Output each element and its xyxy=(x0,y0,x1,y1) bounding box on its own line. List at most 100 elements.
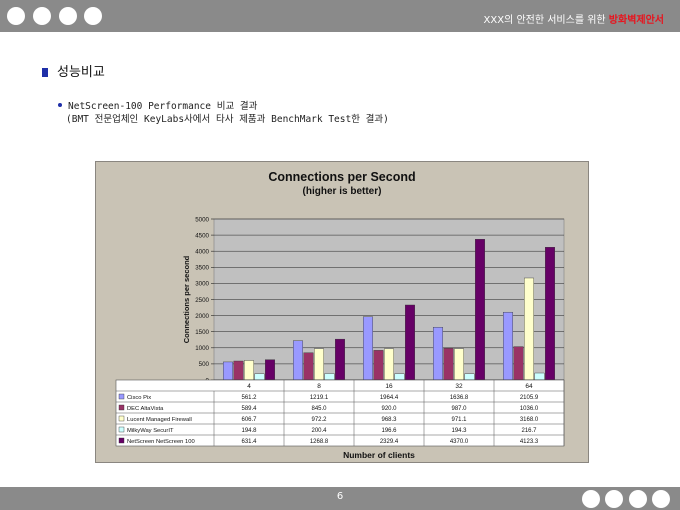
bar xyxy=(244,360,254,381)
data-label: 606.7 xyxy=(241,417,257,423)
legend-swatch xyxy=(118,437,125,444)
legend-label: MilkyWay SecurIT xyxy=(127,428,174,434)
data-label: 1036.0 xyxy=(520,406,539,412)
data-label: 589.4 xyxy=(241,406,257,412)
data-label: 1219.1 xyxy=(310,395,329,401)
data-label: 2329.4 xyxy=(380,439,399,445)
bar xyxy=(454,348,464,381)
y-tick-label: 3000 xyxy=(195,281,209,288)
square-bullet-icon xyxy=(42,68,48,77)
circle-decoration-icon xyxy=(84,7,102,25)
bar xyxy=(545,247,555,381)
x-tick-label: 8 xyxy=(317,383,321,390)
bullet-text: NetScreen-100 Performance 비교 결과 xyxy=(68,101,258,112)
data-label: 194.8 xyxy=(241,428,257,434)
data-label: 1268.8 xyxy=(310,439,329,445)
bar xyxy=(394,373,405,381)
x-tick-label: 64 xyxy=(525,383,533,390)
data-label: 987.0 xyxy=(451,406,467,412)
y-tick-label: 5000 xyxy=(195,216,209,223)
data-label: 971.1 xyxy=(451,417,467,423)
bar xyxy=(223,361,233,381)
bar xyxy=(335,338,345,381)
bar xyxy=(405,304,415,381)
circle-decoration-icon xyxy=(629,490,647,508)
data-label: 4123.3 xyxy=(520,439,539,445)
bullet-item: NetScreen-100 Performance 비교 결과 xyxy=(58,98,257,112)
legend-swatch xyxy=(118,393,125,400)
data-label: 2105.9 xyxy=(520,395,539,401)
section-heading: 성능비교 xyxy=(42,61,105,80)
chart-subtitle: (higher is better) xyxy=(302,186,382,197)
bar xyxy=(265,359,275,381)
bar xyxy=(363,316,373,381)
chart-container: Connections per Second (higher is better… xyxy=(95,161,589,463)
data-label: 200.4 xyxy=(311,428,327,434)
bar xyxy=(475,239,485,381)
bar xyxy=(464,373,475,381)
data-label: 216.7 xyxy=(521,428,537,434)
data-label: 196.6 xyxy=(381,428,397,434)
x-tick-label: 4 xyxy=(247,383,251,390)
circle-decoration-icon xyxy=(7,7,25,25)
y-tick-label: 1000 xyxy=(195,345,209,352)
data-label: 920.0 xyxy=(381,406,397,412)
bar xyxy=(513,346,524,381)
data-label: 3168.0 xyxy=(520,417,539,423)
chart-svg: 0500100015002000250030003500400045005000… xyxy=(115,216,565,460)
circle-decoration-icon xyxy=(33,7,51,25)
x-tick-label: 32 xyxy=(455,383,463,390)
round-bullet-icon xyxy=(58,103,62,107)
bar xyxy=(373,350,384,381)
bar xyxy=(314,348,324,381)
bar xyxy=(503,311,513,381)
data-label: 4370.0 xyxy=(450,439,469,445)
header-title: XXX의 안전한 서비스를 위한 방화벽제안서 xyxy=(484,11,664,26)
bar xyxy=(384,348,394,381)
footer-bar: 6 xyxy=(0,487,680,510)
circle-decoration-icon xyxy=(652,490,670,508)
data-label: 194.3 xyxy=(451,428,467,434)
data-label: 561.2 xyxy=(241,395,257,401)
y-tick-label: 2500 xyxy=(195,297,209,304)
y-tick-label: 500 xyxy=(199,361,210,368)
page-number: 6 xyxy=(336,491,344,502)
bar xyxy=(534,372,545,381)
data-label: 972.2 xyxy=(311,417,327,423)
x-tick-label: 16 xyxy=(385,383,393,390)
y-tick-label: 3500 xyxy=(195,265,209,272)
y-tick-label: 1500 xyxy=(195,329,209,336)
header-title-prefix: XXX의 안전한 서비스를 위한 xyxy=(483,15,609,26)
header-bar: XXX의 안전한 서비스를 위한 방화벽제안서 xyxy=(0,0,680,32)
chart-title: Connections per Second xyxy=(268,170,416,184)
y-axis-title: Connections per second xyxy=(182,255,191,343)
y-tick-label: 2000 xyxy=(195,313,209,320)
data-label: 631.4 xyxy=(241,439,257,445)
section-title: 성능비교 xyxy=(57,65,105,80)
legend-swatch xyxy=(118,426,125,433)
header-title-accent: 방화벽제안서 xyxy=(608,15,664,26)
legend-label: DEC AltaVista xyxy=(127,406,164,412)
legend-label: Cisco Pix xyxy=(127,395,151,401)
legend-label: NetScreen NetScreen 100 xyxy=(127,439,195,445)
bullet-subtext: (BMT 전문업체인 KeyLabs사에서 타사 제품과 BenchMark T… xyxy=(66,114,389,125)
bar xyxy=(443,348,454,381)
bar xyxy=(233,360,244,381)
circle-decoration-icon xyxy=(59,7,77,25)
x-axis-title: Number of clients xyxy=(343,450,415,460)
bar xyxy=(254,373,265,381)
bar xyxy=(524,277,534,381)
legend-swatch xyxy=(118,404,125,411)
circle-decoration-icon xyxy=(582,490,600,508)
data-label: 968.3 xyxy=(381,417,397,423)
circle-decoration-icon xyxy=(605,490,623,508)
bar xyxy=(293,340,303,381)
y-tick-label: 4500 xyxy=(195,232,209,239)
data-label: 845.0 xyxy=(311,406,327,412)
y-tick-label: 4000 xyxy=(195,249,209,256)
legend-label: Lucent Managed Firewall xyxy=(127,417,192,423)
bar xyxy=(324,373,335,381)
bar xyxy=(303,352,314,381)
data-label: 1636.8 xyxy=(450,395,469,401)
bar xyxy=(433,327,443,381)
